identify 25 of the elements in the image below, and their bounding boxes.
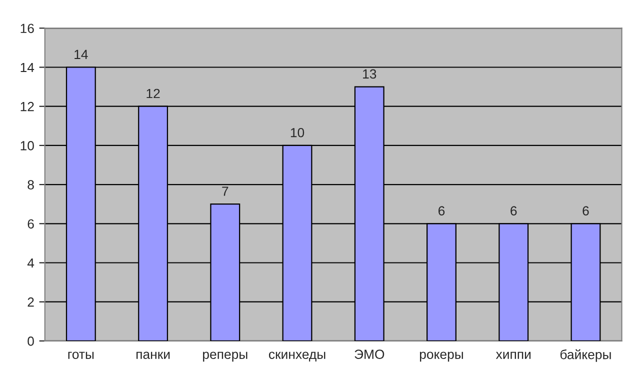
y-tick-label: 14 — [20, 62, 34, 72]
y-tick-label: 8 — [28, 180, 34, 190]
y-tick-label: 10 — [20, 141, 34, 150]
data-label: 13 — [363, 69, 376, 79]
y-tick-label: 2 — [28, 297, 34, 307]
y-tick-label: 16 — [20, 24, 34, 34]
x-tick-label: ЭМО — [354, 350, 384, 359]
x-tick-label: готы — [68, 352, 94, 359]
data-label: 6 — [438, 206, 445, 216]
x-tick-label: реперы — [203, 352, 248, 362]
y-tick-label: 0 — [28, 336, 34, 346]
data-label: 14 — [74, 50, 88, 59]
x-tick-label: панки — [136, 352, 170, 359]
x-tick-label: байкеры — [560, 349, 611, 362]
data-label: 12 — [146, 88, 160, 98]
data-label: 10 — [290, 128, 304, 138]
x-tick-label: хиппи — [496, 352, 530, 359]
data-label: 6 — [582, 206, 589, 216]
data-label: 6 — [510, 206, 517, 216]
y-tick-label: 12 — [20, 102, 34, 112]
x-tick-label: рокеры — [420, 352, 463, 362]
y-tick-label: 6 — [28, 219, 34, 229]
y-tick-label: 4 — [27, 258, 34, 268]
data-label: 7 — [222, 186, 228, 196]
x-tick-label: скинхеды — [268, 352, 326, 362]
